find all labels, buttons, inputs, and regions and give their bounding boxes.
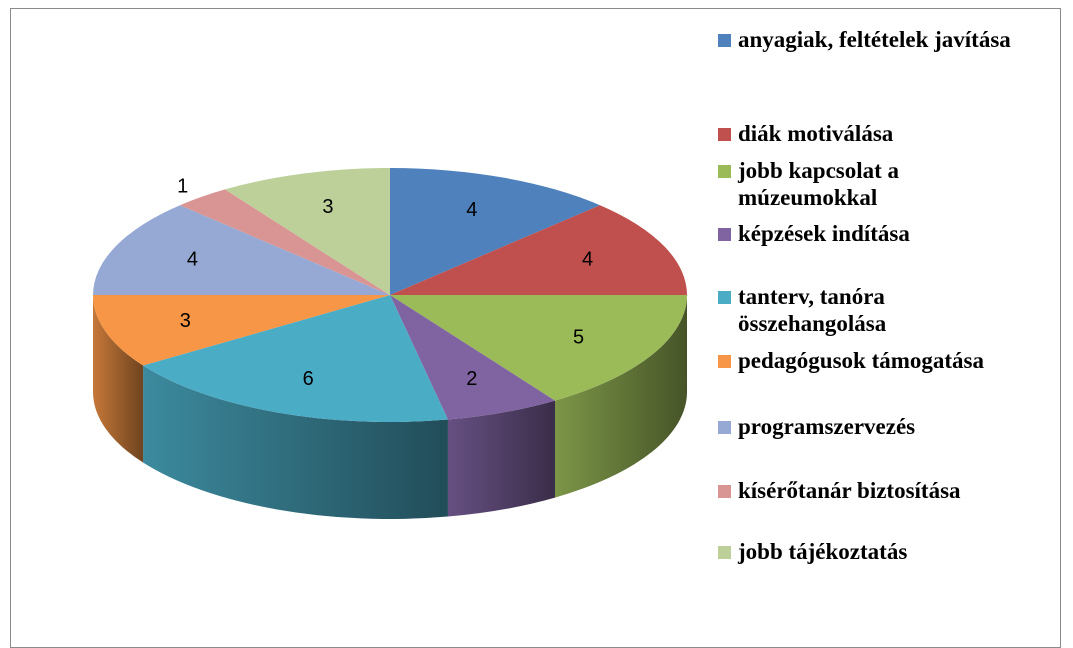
value-label: 4 xyxy=(466,199,477,221)
legend-item: kísérőtanár biztosítása xyxy=(718,477,1058,504)
legend-item: diák motiválása xyxy=(718,120,1058,147)
slice-side xyxy=(447,400,556,517)
legend-label: diák motiválása xyxy=(738,121,894,146)
legend-label: tanterv, tanóra összehangolása xyxy=(738,284,887,336)
slice xyxy=(179,189,390,295)
slice-side xyxy=(93,295,144,463)
pie-sides xyxy=(93,295,687,520)
legend-swatch xyxy=(718,291,731,304)
value-label: 4 xyxy=(582,248,593,270)
value-label: 3 xyxy=(322,196,333,218)
legend-item: anyagiak, feltételek javítása xyxy=(718,26,1058,53)
pie-tops xyxy=(93,168,687,422)
slice xyxy=(390,295,687,401)
value-label: 3 xyxy=(180,310,191,332)
slice-side xyxy=(143,365,448,520)
legend-label: pedagógusok támogatása xyxy=(738,348,985,373)
value-label: 2 xyxy=(466,368,477,390)
slice xyxy=(143,295,448,422)
value-labels: 4 4 5 2 6 3 4 1 3 xyxy=(177,175,593,389)
legend-swatch xyxy=(718,34,731,47)
legend-item: jobb tájékoztatás xyxy=(718,538,1058,565)
value-label: 4 xyxy=(187,248,198,270)
legend-swatch xyxy=(718,355,731,368)
value-label: 5 xyxy=(573,326,584,348)
legend-swatch xyxy=(718,421,731,434)
legend-swatch xyxy=(718,128,731,141)
slice xyxy=(390,205,687,295)
chart: 4 4 5 2 6 3 4 1 3 xyxy=(93,168,687,520)
legend-label: jobb tájékoztatás xyxy=(738,539,908,564)
legend-label: jobb kapcsolat a múzeumokkal xyxy=(738,158,900,210)
value-label: 6 xyxy=(303,368,314,390)
legend-swatch xyxy=(718,165,731,178)
slice xyxy=(93,205,390,295)
legend-swatch xyxy=(718,485,731,498)
legend-item: képzések indítása xyxy=(718,220,1058,247)
legend-item: programszervezés xyxy=(718,413,1058,440)
slice xyxy=(224,168,390,295)
legend-label: anyagiak, feltételek javítása xyxy=(738,27,1011,52)
page: {"chart_data": {"type": "pie", "three_d"… xyxy=(10,8,1061,648)
legend-item: pedagógusok támogatása xyxy=(718,347,1058,374)
legend-label: programszervezés xyxy=(738,414,916,439)
slice xyxy=(390,168,601,295)
slice-side xyxy=(555,295,687,498)
legend-swatch xyxy=(718,228,731,241)
value-label: 1 xyxy=(177,175,188,197)
legend-item: jobb kapcsolat a múzeumokkal xyxy=(718,157,1058,211)
legend-label: kísérőtanár biztosítása xyxy=(738,478,961,503)
legend-label: képzések indítása xyxy=(738,221,910,246)
slice xyxy=(390,295,556,420)
legend-swatch xyxy=(718,546,731,559)
legend-item: tanterv, tanóra összehangolása xyxy=(718,283,1058,337)
slice xyxy=(93,295,390,366)
